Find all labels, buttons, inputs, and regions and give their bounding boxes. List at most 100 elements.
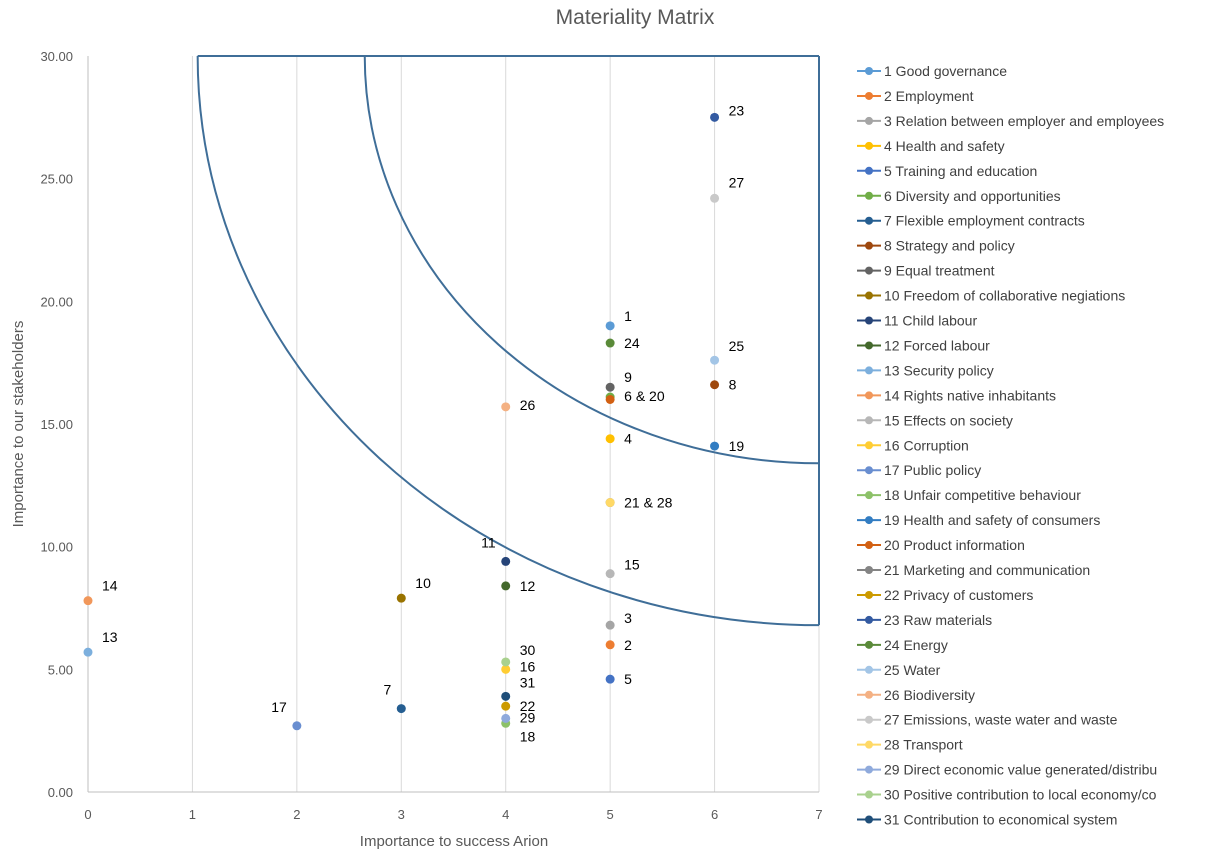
data-point[interactable] (501, 701, 511, 711)
legend-entry: 10 Freedom of collaborative negiations (857, 288, 1125, 304)
data-point[interactable] (501, 713, 511, 723)
data-label: 1 (624, 308, 632, 324)
legend-label: 27 Emissions, waste water and waste (884, 712, 1118, 728)
legend-marker (865, 291, 873, 300)
data-label: 17 (271, 699, 287, 715)
data-point[interactable] (605, 338, 615, 348)
data-point[interactable] (605, 382, 615, 392)
legend-label: 30 Positive contribution to local econom… (884, 787, 1157, 803)
legend-marker (865, 366, 873, 375)
data-label: 21 & 28 (624, 495, 672, 511)
x-tick-label: 6 (711, 807, 718, 822)
legend-marker (865, 590, 873, 599)
legend-label: 21 Marketing and communication (884, 562, 1090, 578)
materiality-boundary-arc (196, 55, 820, 627)
data-point[interactable] (605, 620, 615, 630)
data-point[interactable] (501, 657, 511, 667)
data-label: 3 (624, 610, 632, 626)
tick-layer: 0 1 2 3 4 5 6 70.005.0010.0015.0020.0025.0030.0… (40, 49, 822, 822)
data-point[interactable] (710, 193, 720, 203)
data-point[interactable] (292, 721, 302, 731)
data-point[interactable] (605, 434, 615, 444)
legend-marker (865, 91, 873, 100)
data-point[interactable] (710, 355, 720, 365)
legend-marker (865, 191, 873, 200)
x-tick-label: 5 (607, 807, 614, 822)
legend: 1 Good governance 2 Employment 3 Relation … (857, 63, 1164, 828)
data-point[interactable] (501, 581, 511, 591)
legend-marker (865, 241, 873, 250)
data-point[interactable] (605, 394, 615, 404)
legend-entry: 24 Energy (857, 637, 948, 653)
data-point[interactable] (710, 380, 720, 390)
y-tick-label: 5.00 (48, 662, 73, 677)
legend-entry: 17 Public policy (857, 462, 981, 478)
y-tick-label: 20.00 (40, 294, 73, 309)
data-label: 24 (624, 335, 640, 351)
y-axis-label: Importance to our stakeholders (10, 321, 27, 528)
data-point[interactable] (396, 704, 406, 714)
legend-entry: 16 Corruption (857, 437, 969, 453)
legend-label: 15 Effects on society (884, 412, 1013, 428)
legend-label: 11 Child labour (884, 313, 977, 329)
legend-label: 16 Corruption (884, 437, 969, 453)
data-point[interactable] (605, 498, 615, 508)
data-point[interactable] (501, 556, 511, 566)
legend-entry: 4 Health and safety (857, 138, 1005, 154)
data-point[interactable] (605, 321, 615, 331)
data-point[interactable] (396, 593, 406, 603)
legend-label: 3 Relation between employer and employee… (884, 113, 1164, 129)
data-label: 18 (520, 728, 536, 744)
data-point[interactable] (605, 569, 615, 579)
data-label: 29 (520, 709, 536, 725)
legend-label: 22 Privacy of customers (884, 587, 1033, 603)
x-tick-label: 7 (815, 807, 822, 822)
data-point[interactable] (501, 664, 511, 674)
legend-entry: 18 Unfair competitive behaviour (857, 487, 1081, 503)
legend-entry: 21 Marketing and communication (857, 562, 1090, 578)
legend-entry: 11 Child labour (857, 313, 977, 329)
legend-label: 12 Forced labour (884, 337, 990, 353)
x-tick-label: 3 (398, 807, 405, 822)
data-label: 22 (520, 698, 536, 714)
legend-entry: 8 Strategy and policy (857, 238, 1015, 254)
data-point[interactable] (710, 441, 720, 451)
chart-title: Materiality Matrix (556, 6, 715, 29)
legend-entry: 2 Employment (857, 88, 974, 104)
legend-entry: 31 Contribution to economical system (857, 812, 1117, 828)
legend-marker (865, 690, 873, 699)
data-point[interactable] (710, 112, 720, 122)
data-point[interactable] (501, 402, 511, 412)
legend-marker (865, 640, 873, 649)
legend-marker (865, 116, 873, 125)
legend-label: 5 Training and education (884, 163, 1037, 179)
data-point[interactable] (605, 640, 615, 650)
data-point[interactable] (83, 647, 93, 657)
data-point[interactable] (83, 596, 93, 606)
data-point[interactable] (501, 691, 511, 701)
legend-entry: 9 Equal treatment (857, 263, 995, 279)
legend-label: 18 Unfair competitive behaviour (884, 487, 1081, 503)
legend-entry: 28 Transport (857, 737, 963, 753)
data-point[interactable] (605, 674, 615, 684)
data-label: 13 (102, 629, 118, 645)
legend-entry: 30 Positive contribution to local econom… (857, 787, 1157, 803)
legend-entry: 1 Good governance (857, 63, 1007, 79)
data-label: 23 (729, 102, 745, 118)
legend-marker (865, 541, 873, 550)
legend-marker (865, 740, 873, 749)
legend-entry: 26 Biodiversity (857, 687, 975, 703)
legend-marker (865, 765, 873, 774)
legend-marker (865, 341, 873, 350)
legend-entry: 13 Security policy (857, 362, 994, 378)
legend-label: 2 Employment (884, 88, 974, 104)
legend-entry: 19 Health and safety of consumers (857, 512, 1100, 528)
legend-entry: 23 Raw materials (857, 612, 992, 628)
legend-marker (865, 815, 873, 824)
data-label: 14 (102, 578, 118, 594)
legend-label: 7 Flexible employment contracts (884, 213, 1085, 229)
legend-entry: 3 Relation between employer and employee… (857, 113, 1164, 129)
legend-marker (865, 67, 873, 75)
legend-marker (865, 216, 873, 225)
